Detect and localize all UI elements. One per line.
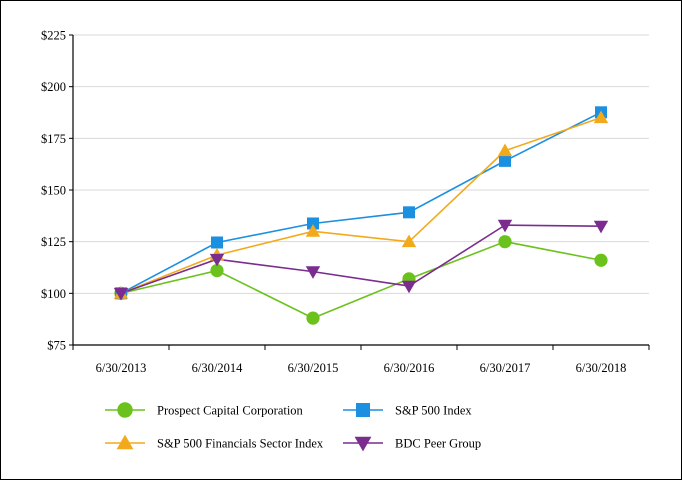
y-tick-label: $175 <box>41 132 66 146</box>
data-point-prospect-capital-corporation <box>306 311 320 325</box>
legend-item-prospect-capital-corporation: Prospect Capital Corporation <box>105 402 304 418</box>
legend-marker <box>116 434 134 450</box>
x-tick-label: 6/30/2016 <box>384 361 435 375</box>
data-point-bdc-peer-group <box>401 280 417 294</box>
data-point-sandp-500-index <box>499 154 511 167</box>
legend-item-bdc-peer-group: BDC Peer Group <box>343 437 481 452</box>
series-line-sandp-500-financials-sector-index <box>120 116 602 295</box>
x-tick-label: 6/30/2014 <box>192 361 243 375</box>
x-tick-label: 6/30/2015 <box>288 361 339 375</box>
data-point-prospect-capital-corporation <box>210 264 224 278</box>
legend-marker <box>354 436 372 452</box>
legend-marker <box>117 402 133 418</box>
data-point-sandp-500-financials-sector-index <box>401 234 417 248</box>
data-point-bdc-peer-group <box>209 253 225 267</box>
y-tick-label: $125 <box>41 235 66 249</box>
series-lines <box>120 111 602 320</box>
legend-item-sandp-500-financials-sector-index: S&P 500 Financials Sector Index <box>105 434 324 451</box>
legend-label: BDC Peer Group <box>395 437 481 451</box>
data-point-bdc-peer-group <box>497 219 513 233</box>
data-point-prospect-capital-corporation <box>594 253 608 267</box>
y-tick-label: $200 <box>41 80 66 94</box>
axes <box>69 34 650 350</box>
y-tick-label: $150 <box>41 184 66 198</box>
series-line-prospect-capital-corporation <box>120 240 602 320</box>
x-tick-label: 6/30/2013 <box>96 361 147 375</box>
data-point-bdc-peer-group <box>305 266 321 279</box>
legend-label: S&P 500 Index <box>395 404 472 418</box>
data-point-sandp-500-index <box>211 236 223 249</box>
data-point-sandp-500-index <box>403 206 415 219</box>
legend-label: Prospect Capital Corporation <box>157 404 304 418</box>
y-tick-label: $225 <box>41 29 66 43</box>
legend: Prospect Capital Corporation S&P 500 Inde… <box>105 402 481 452</box>
x-tick-label: 6/30/2018 <box>576 361 627 375</box>
y-tick-label: $75 <box>47 339 66 353</box>
data-point-sandp-500-index <box>307 217 319 230</box>
legend-marker <box>356 403 370 417</box>
series-line-bdc-peer-group <box>120 224 602 295</box>
x-tick-label: 6/30/2017 <box>480 361 531 375</box>
series-markers <box>113 106 609 325</box>
tick-labels: $75 $100 $125 $150 $175 $200 $225 6/30/2013 6/30… <box>41 29 626 376</box>
series-line-sandp-500-index <box>120 111 602 295</box>
data-point-prospect-capital-corporation <box>498 235 512 249</box>
legend-item-sandp-500-index: S&P 500 Index <box>343 403 472 418</box>
y-tick-label: $100 <box>41 287 66 301</box>
data-point-bdc-peer-group <box>113 287 129 301</box>
data-point-bdc-peer-group <box>593 220 609 234</box>
data-point-sandp-500-financials-sector-index <box>497 143 513 157</box>
data-point-sandp-500-financials-sector-index <box>593 110 609 124</box>
data-point-sandp-500-financials-sector-index <box>305 224 321 237</box>
gridlines <box>73 34 649 294</box>
legend-label: S&P 500 Financials Sector Index <box>157 437 324 451</box>
